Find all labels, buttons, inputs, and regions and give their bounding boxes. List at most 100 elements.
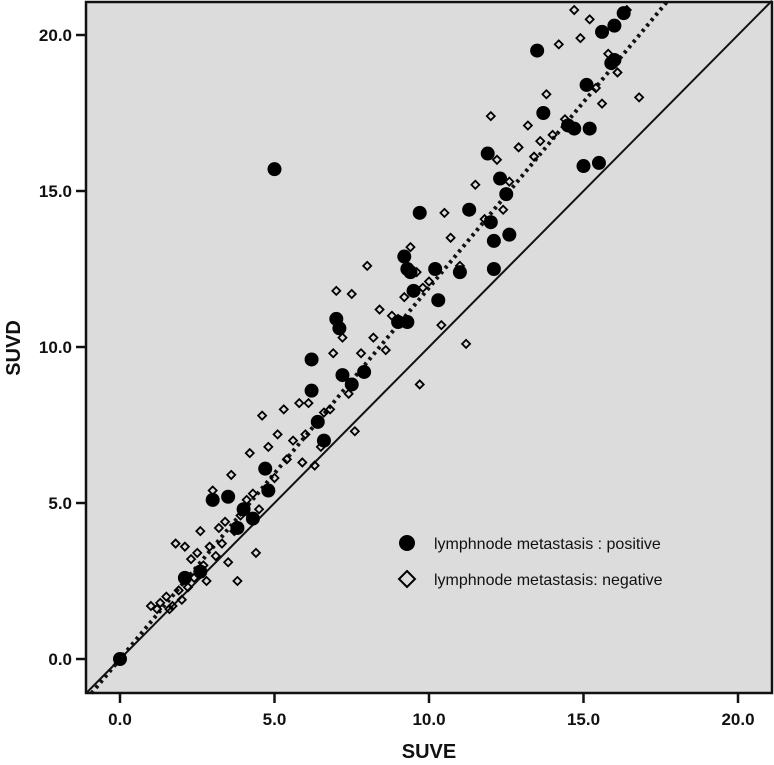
data-point-negative [337, 332, 348, 343]
data-point-negative [392, 313, 404, 325]
data-point-positive [261, 483, 276, 498]
legend-filled-circle-icon [399, 535, 415, 551]
data-point-negative [541, 89, 552, 100]
data-point-positive [230, 520, 245, 535]
data-point-negative [584, 14, 595, 25]
data-point-positive [403, 265, 418, 280]
data-point-positive [480, 146, 495, 161]
y-axis-title: SUVD [3, 320, 25, 376]
data-point-negative [229, 525, 240, 537]
data-point-positive [452, 265, 467, 280]
data-point-positive [530, 43, 545, 58]
data-point-negative [405, 241, 416, 253]
data-point-negative [225, 469, 237, 481]
data-point-negative [497, 204, 509, 215]
data-point-negative [232, 575, 243, 587]
data-point-negative [176, 594, 188, 605]
y-tick-label: 20.0 [39, 26, 72, 45]
y-tick-label: 15.0 [39, 182, 72, 201]
data-point-negative [633, 92, 645, 103]
data-point-negative [263, 441, 274, 453]
data-point-positive [576, 159, 591, 174]
data-point-negative [327, 347, 339, 359]
data-point-positive [205, 492, 220, 507]
data-point-negative [612, 67, 623, 78]
data-point-negative [164, 603, 175, 615]
data-point-negative [182, 581, 194, 593]
data-point-negative [454, 260, 466, 272]
data-point-negative [423, 276, 435, 287]
data-point-negative [213, 522, 225, 534]
data-point-negative [368, 332, 379, 343]
data-point-positive [462, 202, 477, 217]
data-point-negative [349, 425, 361, 437]
data-point-negative [272, 429, 283, 440]
data-point-negative [235, 510, 246, 521]
data-points [113, 4, 645, 666]
data-point-negative [513, 142, 524, 153]
data-point-positive [579, 77, 594, 92]
data-point-negative [439, 207, 450, 219]
data-point-positive [335, 368, 350, 383]
data-point-positive [607, 18, 622, 33]
data-point-negative [380, 344, 392, 356]
data-point-negative [278, 404, 290, 415]
data-point-negative [145, 600, 157, 612]
data-point-negative [222, 557, 234, 568]
data-point-positive [499, 187, 514, 202]
data-point-negative [297, 457, 308, 468]
data-point-negative [355, 347, 367, 359]
data-point-negative [596, 98, 608, 109]
data-point-positive [113, 652, 127, 666]
data-point-positive [304, 352, 319, 367]
data-point-negative [161, 591, 172, 602]
data-point-negative [201, 575, 212, 587]
data-point-negative [256, 410, 268, 421]
data-point-negative [534, 135, 546, 147]
regression-line [89, 0, 670, 695]
x-axis: 0.0 5.0 10.0 15.0 20.0 [108, 693, 755, 729]
data-point-negative [244, 447, 256, 459]
data-point-positive [567, 121, 582, 136]
data-point-negative [621, 4, 633, 16]
data-point-negative [318, 407, 330, 418]
x-tick-label: 15.0 [567, 710, 600, 729]
data-point-negative [250, 547, 262, 559]
data-point-negative [460, 338, 472, 350]
data-point-negative [154, 597, 166, 609]
data-point-positive [267, 162, 282, 177]
data-point-positive [221, 489, 236, 504]
x-tick-label: 10.0 [412, 710, 445, 729]
data-point-negative [293, 397, 305, 409]
x-tick-label: 20.0 [721, 710, 754, 729]
y-tick-label: 0.0 [48, 650, 72, 669]
data-point-negative [303, 397, 314, 409]
data-point-negative [343, 388, 354, 400]
data-point-negative [386, 310, 398, 322]
data-point-negative [485, 110, 497, 122]
data-point-positive [486, 262, 501, 276]
data-point-negative [204, 541, 215, 552]
data-point-negative [445, 232, 456, 244]
data-point-negative [185, 553, 197, 565]
data-point-negative [547, 129, 558, 141]
data-point-negative [346, 288, 358, 300]
data-point-negative [315, 441, 327, 453]
data-point-negative [361, 260, 373, 272]
data-point-negative [210, 550, 222, 562]
data-point-negative [188, 572, 200, 584]
data-point-positive [310, 414, 325, 429]
data-point-positive [304, 383, 319, 398]
legend-open-diamond-icon [397, 569, 417, 589]
data-point-positive [400, 315, 415, 330]
data-point-negative [411, 266, 422, 278]
data-point-negative [417, 282, 429, 293]
data-point-negative [167, 600, 178, 612]
data-point-negative [207, 485, 218, 496]
data-point-positive [616, 6, 631, 21]
data-point-negative [470, 179, 481, 191]
data-point-positive [428, 262, 443, 276]
data-point-negative [247, 488, 259, 499]
data-point-positive [357, 364, 372, 379]
